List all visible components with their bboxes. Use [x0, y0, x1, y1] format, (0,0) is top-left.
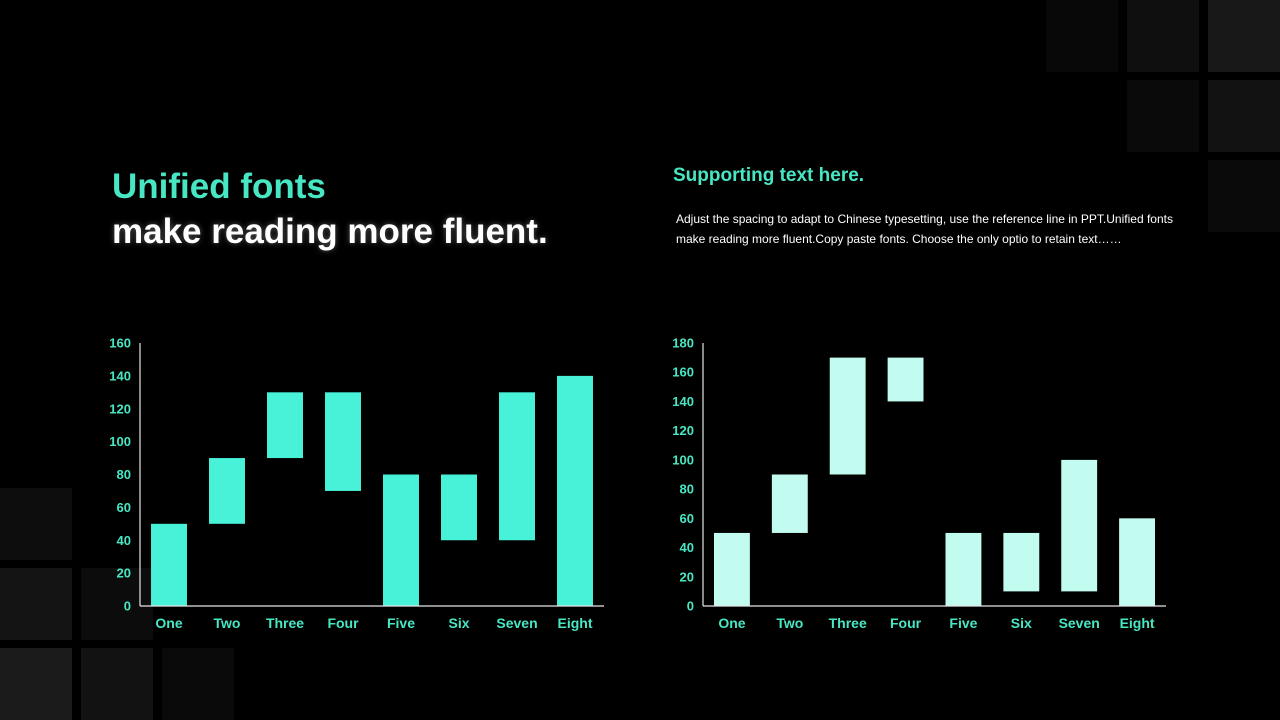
decor-square	[1046, 0, 1118, 72]
y-tick-label: 100	[109, 434, 131, 449]
x-tick-label: Eight	[558, 615, 593, 631]
x-tick-label: Three	[266, 615, 304, 631]
supporting-heading: Supporting text here.	[673, 165, 865, 186]
x-tick-label: Six	[448, 615, 469, 631]
bar-three	[267, 392, 303, 459]
decor-square	[1208, 0, 1280, 72]
y-tick-label: 60	[117, 500, 131, 515]
decor-square	[0, 488, 72, 560]
supporting-body-text: Adjust the spacing to adapt to Chinese t…	[676, 212, 1173, 246]
bar-one	[151, 523, 187, 606]
y-tick-label: 40	[117, 533, 131, 548]
decor-square	[1208, 160, 1280, 232]
x-tick-label: One	[155, 615, 182, 631]
headline-main: make reading more fluent.	[112, 212, 548, 251]
bar-two	[209, 458, 245, 524]
decor-square	[162, 648, 234, 720]
y-tick-label: 120	[109, 401, 131, 416]
decor-square	[1127, 0, 1199, 72]
y-tick-label: 140	[109, 368, 131, 383]
x-tick-label: Four	[327, 615, 359, 631]
y-tick-label: 0	[124, 599, 131, 614]
y-tick-label: 160	[109, 336, 131, 351]
decor-square	[0, 648, 72, 720]
x-tick-label: Two	[214, 615, 241, 631]
bar-eight	[557, 375, 593, 606]
bar-five	[383, 474, 419, 606]
x-tick-label: Five	[387, 615, 415, 631]
bar-six	[441, 474, 477, 541]
bar-seven	[499, 392, 535, 541]
decor-square	[0, 568, 72, 640]
bar-four	[325, 392, 361, 491]
decor-square	[1127, 80, 1199, 152]
headline-accent: Unified fonts	[112, 167, 326, 206]
decor-square	[81, 648, 153, 720]
decor-square	[1208, 80, 1280, 152]
y-tick-label: 80	[117, 467, 131, 482]
x-tick-label: Seven	[496, 615, 537, 631]
y-tick-label: 20	[117, 566, 131, 581]
decor-square	[81, 568, 153, 640]
